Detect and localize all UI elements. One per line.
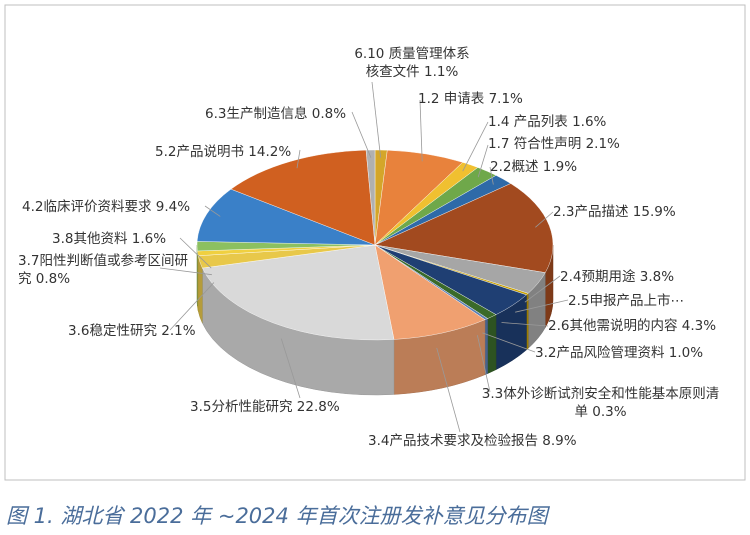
- category-label: 4.2临床评价资料要求: [22, 199, 152, 215]
- data-label: 3.8其他资料 1.6%: [52, 230, 166, 248]
- value-label: 22.8%: [296, 399, 340, 415]
- value-label: 1.1%: [423, 64, 459, 80]
- value-label: 1.6%: [131, 231, 167, 247]
- category-label: 1.2 申请表: [418, 91, 485, 107]
- data-label: 3.7阳性判断值或参考区间研究 0.8%: [18, 252, 188, 288]
- value-label: 2.1%: [161, 323, 196, 339]
- data-label: 1.4 产品列表 1.6%: [488, 113, 606, 131]
- leader-line: [515, 299, 569, 313]
- slice: [230, 149, 376, 246]
- data-label: 2.2概述 1.9%: [490, 158, 577, 176]
- category-label: 2.2概述: [490, 159, 539, 175]
- category-label: 2.6其他需说明的内容: [548, 318, 678, 334]
- value-label: 0.8%: [311, 106, 347, 122]
- data-label: 3.3体外诊断试剂安全和性能基本原则清单 0.3%: [478, 385, 723, 421]
- slice: [202, 244, 395, 341]
- data-label: 1.7 符合性声明 2.1%: [488, 135, 620, 153]
- leader-line: [159, 267, 212, 276]
- category-label: 6.3生产制造信息: [205, 106, 308, 122]
- leader-line: [204, 205, 221, 217]
- category-label: 2.4预期用途: [560, 269, 636, 285]
- category-label: 3.5分析性能研究: [190, 399, 293, 415]
- data-label: 2.6其他需说明的内容 4.3%: [548, 317, 716, 335]
- leader-line: [179, 237, 212, 269]
- category-label: 3.6稳定性研究: [68, 323, 157, 339]
- category-label: 2.5申报产品上市⋯: [568, 293, 684, 309]
- leader-line: [482, 332, 536, 353]
- data-label: 5.2产品说明书 14.2%: [155, 143, 291, 161]
- slice-side: [487, 314, 497, 374]
- category-label: 3.2产品风险管理资料: [535, 345, 665, 361]
- category-label: 1.4 产品列表: [488, 114, 568, 130]
- value-label: 1.6%: [572, 114, 607, 130]
- value-label: 0.3%: [592, 404, 627, 420]
- leader-line: [371, 81, 382, 158]
- value-label: 0.8%: [35, 271, 71, 287]
- category-label: 5.2产品说明书: [155, 144, 244, 160]
- data-label: 2.5申报产品上市⋯: [568, 292, 684, 310]
- data-label: 3.2产品风险管理资料 1.0%: [535, 344, 703, 362]
- leader-line: [524, 275, 561, 303]
- leader-line: [296, 149, 301, 169]
- value-label: 9.4%: [155, 199, 191, 215]
- leader-line: [476, 335, 491, 393]
- category-label: 3.4产品技术要求及检验报告: [368, 433, 538, 449]
- category-label: 3.7阳性判断值或参考区间研究: [18, 253, 188, 287]
- data-label: 1.2 申请表 7.1%: [418, 90, 523, 108]
- value-label: 4.3%: [681, 318, 717, 334]
- value-label: 14.2%: [248, 144, 292, 160]
- category-label: 3.8其他资料: [52, 231, 128, 247]
- data-label: 3.6稳定性研究 2.1%: [68, 322, 196, 340]
- leader-line: [436, 347, 461, 433]
- data-label: 6.10 质量管理体系核查文件 1.1%: [348, 45, 476, 81]
- data-label: 4.2临床评价资料要求 9.4%: [22, 198, 190, 216]
- slice-side: [484, 318, 488, 376]
- slice: [374, 244, 486, 340]
- caption: 图 1. 湖北省 2022 年 ~2024 年首次注册发补意见分布图: [6, 504, 548, 528]
- leader-line: [280, 338, 301, 399]
- slice: [365, 149, 376, 246]
- leader-line: [489, 166, 494, 185]
- category-label: 1.7 符合性声明: [488, 136, 582, 152]
- leader-line: [351, 111, 372, 158]
- value-label: 1.9%: [542, 159, 578, 175]
- data-label: 2.4预期用途 3.8%: [560, 268, 674, 286]
- data-label: 3.4产品技术要求及检验报告 8.9%: [368, 432, 577, 450]
- slice: [374, 183, 554, 273]
- slice: [196, 188, 376, 246]
- slice-side: [526, 292, 529, 351]
- category-label: 6.10 质量管理体系核查文件: [354, 46, 470, 80]
- value-label: 1.0%: [668, 345, 704, 361]
- data-label: 6.3生产制造信息 0.8%: [205, 105, 346, 123]
- leader-line: [419, 99, 423, 162]
- category-label: 2.3产品描述: [553, 204, 629, 220]
- data-label: 3.5分析性能研究 22.8%: [190, 398, 340, 416]
- value-label: 7.1%: [488, 91, 523, 107]
- category-label: 3.3体外诊断试剂安全和性能基本原则清单: [481, 386, 720, 420]
- leader-line: [501, 322, 549, 327]
- leader-line: [169, 282, 215, 331]
- value-label: 2.1%: [585, 136, 620, 152]
- value-label: 15.9%: [632, 204, 676, 220]
- value-label: 3.8%: [639, 269, 675, 285]
- data-label: 2.3产品描述 15.9%: [553, 203, 676, 221]
- leader-line: [535, 211, 554, 228]
- leader-line: [477, 144, 489, 178]
- leader-line: [462, 121, 489, 172]
- value-label: 8.9%: [542, 433, 577, 449]
